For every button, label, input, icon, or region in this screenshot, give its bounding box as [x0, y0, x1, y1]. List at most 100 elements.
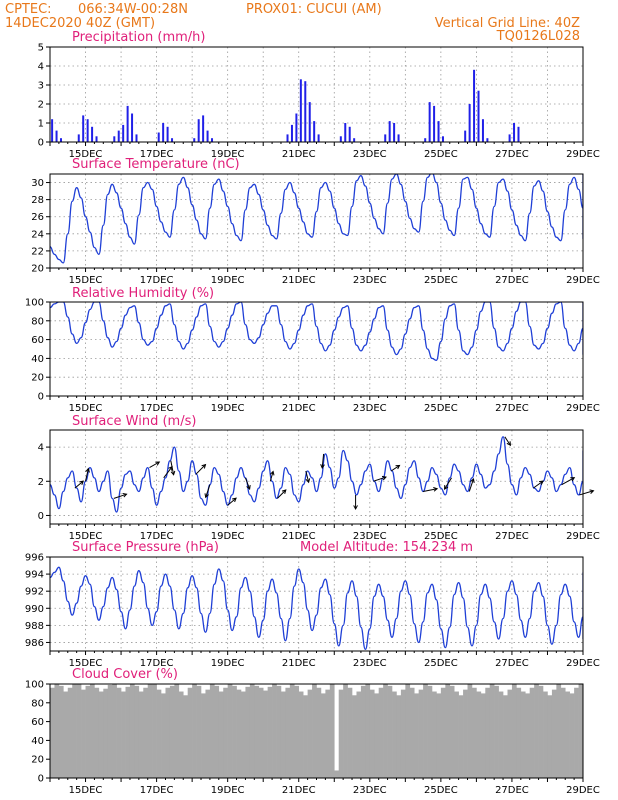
precip-bar — [348, 126, 351, 142]
wind-xtick-label: 23DEC — [353, 531, 387, 542]
rh-xtick-label: 15DEC — [69, 403, 103, 414]
precip-bar — [339, 136, 342, 142]
cloud-xtick-label: 27DEC — [495, 785, 529, 796]
precip-bar — [473, 69, 476, 142]
header-location: 066:34W-00:28N — [78, 2, 188, 17]
temp-xtick-label: 15DEC — [69, 275, 103, 286]
cloud-bar — [547, 695, 553, 778]
precip-bar — [131, 113, 134, 142]
cloud-bar — [374, 693, 379, 778]
wind-arrow-head — [353, 505, 358, 510]
header-run: 14DEC2020 40Z (GMT) — [5, 16, 155, 31]
wind-arrow — [390, 465, 400, 472]
rh-xtick-label: 17DEC — [140, 403, 174, 414]
wind-arrow-head — [443, 485, 449, 490]
wind-arrow — [305, 470, 310, 483]
temp-xtick-label: 23DEC — [353, 275, 387, 286]
cloud-bar — [196, 685, 202, 778]
wind-arrow-head — [246, 485, 251, 491]
precip-bar — [344, 123, 347, 142]
panel-temperature: Surface Temperature (nC) 20 22 24 26 28 30 15D… — [31, 157, 600, 286]
wind-arrow-head — [201, 463, 207, 469]
rh-xtick-label: 29DEC — [566, 403, 600, 414]
temp-xtick-label: 19DEC — [211, 275, 245, 286]
cloud-bar — [201, 693, 206, 778]
cloud-bar — [227, 684, 233, 778]
temp-ytick-label: 24 — [31, 229, 44, 240]
cloud-bar — [423, 684, 428, 778]
cloud-bar — [303, 695, 308, 778]
cloud-bar — [356, 691, 362, 778]
temp-ytick-label: 26 — [31, 212, 44, 223]
cloud-bar — [436, 693, 442, 778]
cloud-bar — [218, 691, 224, 778]
wind-arrow-head — [570, 477, 576, 482]
precip-bar — [59, 138, 62, 142]
cloud-bar — [134, 685, 140, 778]
precip-xtick-label: 29DEC — [566, 149, 600, 160]
cloud-bar — [67, 687, 73, 778]
cloud-bar — [81, 689, 86, 778]
panel-pressure: Surface Pressure (hPa) Model Altitude: 1… — [25, 540, 600, 669]
precip-bar — [468, 104, 471, 142]
wind-arrow-head — [539, 480, 544, 485]
cloud-bar — [249, 684, 255, 778]
cloud-bar — [289, 684, 295, 778]
cloud-bar — [392, 691, 397, 778]
cloud-bar — [187, 687, 193, 778]
cloud-bar — [161, 693, 166, 778]
wind-ytick-label: 2 — [38, 477, 44, 488]
precip-bar — [82, 115, 85, 142]
temp-xtick-label: 17DEC — [140, 275, 174, 286]
cloud-bar — [320, 693, 326, 778]
cloud-bar — [223, 687, 228, 778]
cloud-bar — [152, 684, 157, 778]
cloud-bar — [578, 684, 583, 778]
wind-title: Surface Wind (m/s) — [72, 414, 196, 429]
cloud-bar — [405, 684, 411, 778]
precip-bar — [91, 126, 94, 142]
temp-ytick-label: 22 — [31, 246, 44, 257]
precip-bar — [437, 121, 440, 142]
cloud-bar — [427, 685, 433, 778]
temp-ytick-label: 30 — [31, 178, 44, 189]
wind-xtick-label: 19DEC — [211, 531, 245, 542]
cloud-bar — [285, 687, 291, 778]
cloud-bar — [232, 685, 237, 778]
cloud-bar — [50, 687, 55, 778]
cloud-bar — [494, 685, 499, 778]
pressure-xtick-label: 27DEC — [495, 658, 529, 669]
wind-xtick-label: 17DEC — [140, 531, 174, 542]
precip-bar — [193, 138, 196, 142]
precip-bar — [126, 105, 129, 142]
wind-xtick-label: 25DEC — [424, 531, 458, 542]
temp-plot — [49, 174, 584, 269]
cloud-bar — [209, 684, 215, 778]
cloud-bar — [54, 684, 60, 778]
cloud-bar — [471, 687, 477, 778]
cloud-bar — [329, 684, 335, 778]
cloud-ytick-label: 80 — [31, 698, 44, 709]
rh-xtick-label: 27DEC — [495, 403, 529, 414]
precip-bar — [433, 105, 436, 142]
wind-arrow-head — [281, 489, 287, 494]
cloud-bar — [156, 689, 162, 778]
cloud-bar — [258, 687, 264, 778]
cloud-bar — [280, 691, 286, 778]
rh-series-line — [50, 302, 583, 361]
precip-bar — [464, 130, 467, 142]
cloud-bar — [85, 685, 91, 778]
cloud-bar — [418, 689, 424, 778]
rh-xtick-label: 21DEC — [282, 403, 316, 414]
precip-bar — [308, 102, 311, 142]
precip-bar — [384, 134, 387, 142]
cloud-bar — [183, 695, 188, 778]
cloud-bar — [72, 684, 77, 778]
pressure-xtick-label: 19DEC — [211, 658, 245, 669]
wind-arrow — [444, 477, 452, 490]
cloud-bar — [112, 684, 117, 778]
wind-arrow — [423, 488, 438, 493]
cloud-bar — [511, 684, 517, 778]
cloud-bar — [396, 695, 402, 778]
wind-arrow — [561, 477, 575, 486]
